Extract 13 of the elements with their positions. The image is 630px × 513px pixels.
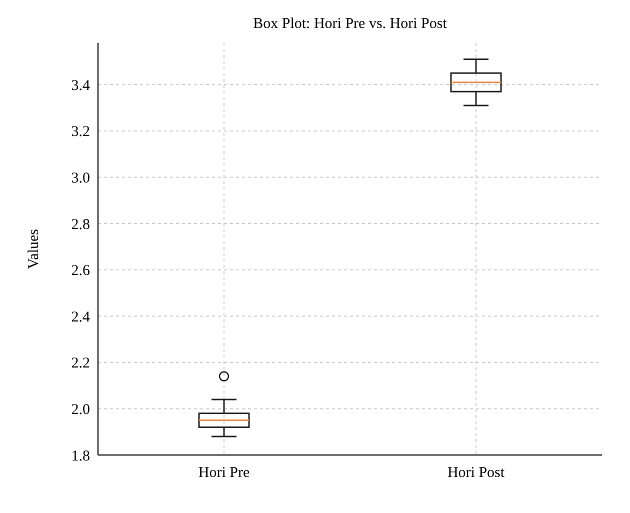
y-tick-label: 2.8 [71, 216, 90, 233]
y-tick-label: 2.4 [71, 309, 90, 326]
x-tick-label: Hori Pre [198, 465, 250, 481]
y-tick-label: 2.2 [71, 356, 90, 372]
x-tick-label: Hori Post [447, 465, 506, 481]
y-tick-label: 3.0 [71, 170, 90, 186]
y-tick-label: 2.0 [71, 402, 90, 418]
y-tick-label: 3.2 [71, 124, 90, 140]
y-tick-label: 2.6 [71, 263, 90, 280]
y-axis-title: Values [26, 228, 42, 269]
y-tick-label: 1.8 [71, 448, 90, 464]
y-tick-label: 3.4 [71, 78, 90, 94]
chart-title: Box Plot: Hori Pre vs. Hori Post [253, 16, 448, 32]
